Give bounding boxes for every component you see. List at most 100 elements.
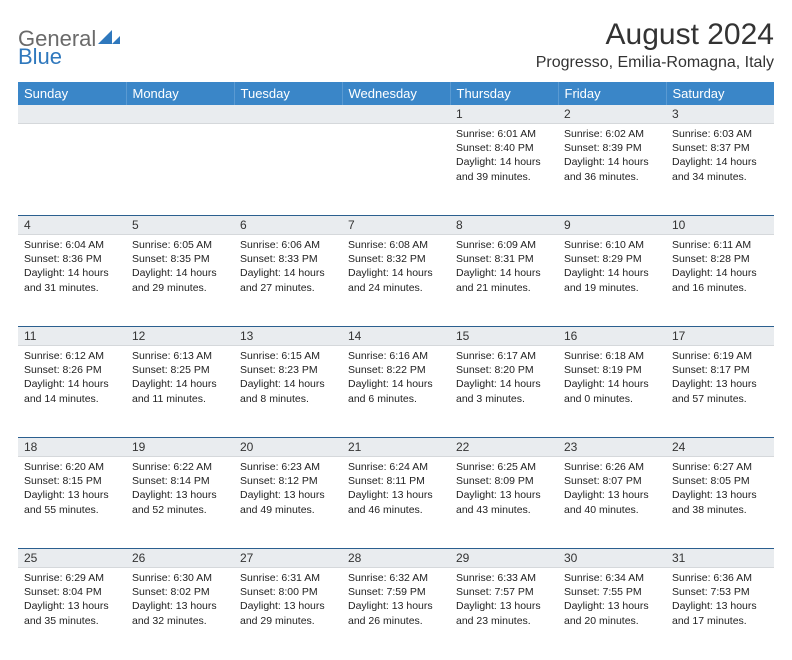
content-row: Sunrise: 6:04 AMSunset: 8:36 PMDaylight:… — [18, 235, 774, 327]
day-number — [234, 105, 342, 124]
day-number: 15 — [450, 327, 558, 346]
day-cell — [126, 124, 234, 216]
day-number: 17 — [666, 327, 774, 346]
sunrise-line: Sunrise: 6:33 AM — [456, 571, 552, 585]
day-number — [126, 105, 234, 124]
sunset-line: Sunset: 8:40 PM — [456, 141, 552, 155]
day-cell: Sunrise: 6:33 AMSunset: 7:57 PMDaylight:… — [450, 568, 558, 660]
sunrise-line: Sunrise: 6:13 AM — [132, 349, 228, 363]
content-row: Sunrise: 6:20 AMSunset: 8:15 PMDaylight:… — [18, 457, 774, 549]
day-number: 29 — [450, 549, 558, 568]
day-number: 30 — [558, 549, 666, 568]
day-number: 1 — [450, 105, 558, 124]
sunrise-line: Sunrise: 6:27 AM — [672, 460, 768, 474]
day-number: 26 — [126, 549, 234, 568]
daylight-line: Daylight: 13 hours and 26 minutes. — [348, 599, 444, 627]
daylight-line: Daylight: 14 hours and 6 minutes. — [348, 377, 444, 405]
daylight-line: Daylight: 13 hours and 38 minutes. — [672, 488, 768, 516]
daynum-row: 45678910 — [18, 216, 774, 235]
day-number: 16 — [558, 327, 666, 346]
day-cell: Sunrise: 6:24 AMSunset: 8:11 PMDaylight:… — [342, 457, 450, 549]
daylight-line: Daylight: 14 hours and 21 minutes. — [456, 266, 552, 294]
content-row: Sunrise: 6:29 AMSunset: 8:04 PMDaylight:… — [18, 568, 774, 660]
day-number: 28 — [342, 549, 450, 568]
day-cell — [18, 124, 126, 216]
daylight-line: Daylight: 14 hours and 31 minutes. — [24, 266, 120, 294]
sunrise-line: Sunrise: 6:04 AM — [24, 238, 120, 252]
calendar-head: SundayMondayTuesdayWednesdayThursdayFrid… — [18, 82, 774, 105]
day-number: 13 — [234, 327, 342, 346]
daylight-line: Daylight: 14 hours and 34 minutes. — [672, 155, 768, 183]
day-header-monday: Monday — [126, 82, 234, 105]
sunset-line: Sunset: 7:59 PM — [348, 585, 444, 599]
day-number: 25 — [18, 549, 126, 568]
day-cell: Sunrise: 6:06 AMSunset: 8:33 PMDaylight:… — [234, 235, 342, 327]
day-header-thursday: Thursday — [450, 82, 558, 105]
daylight-line: Daylight: 14 hours and 14 minutes. — [24, 377, 120, 405]
sunset-line: Sunset: 8:09 PM — [456, 474, 552, 488]
daylight-line: Daylight: 13 hours and 43 minutes. — [456, 488, 552, 516]
calendar-page: General August 2024 Progresso, Emilia-Ro… — [0, 0, 792, 660]
day-cell: Sunrise: 6:34 AMSunset: 7:55 PMDaylight:… — [558, 568, 666, 660]
day-cell: Sunrise: 6:02 AMSunset: 8:39 PMDaylight:… — [558, 124, 666, 216]
daylight-line: Daylight: 13 hours and 35 minutes. — [24, 599, 120, 627]
sunrise-line: Sunrise: 6:32 AM — [348, 571, 444, 585]
sunrise-line: Sunrise: 6:17 AM — [456, 349, 552, 363]
sunrise-line: Sunrise: 6:20 AM — [24, 460, 120, 474]
day-number — [342, 105, 450, 124]
day-number: 24 — [666, 438, 774, 457]
sunset-line: Sunset: 8:29 PM — [564, 252, 660, 266]
daylight-line: Daylight: 13 hours and 46 minutes. — [348, 488, 444, 516]
day-cell: Sunrise: 6:23 AMSunset: 8:12 PMDaylight:… — [234, 457, 342, 549]
sunrise-line: Sunrise: 6:23 AM — [240, 460, 336, 474]
day-cell — [342, 124, 450, 216]
sunrise-line: Sunrise: 6:12 AM — [24, 349, 120, 363]
location-subtitle: Progresso, Emilia-Romagna, Italy — [536, 54, 774, 72]
day-cell: Sunrise: 6:29 AMSunset: 8:04 PMDaylight:… — [18, 568, 126, 660]
daylight-line: Daylight: 13 hours and 17 minutes. — [672, 599, 768, 627]
day-cell: Sunrise: 6:10 AMSunset: 8:29 PMDaylight:… — [558, 235, 666, 327]
daylight-line: Daylight: 13 hours and 55 minutes. — [24, 488, 120, 516]
day-cell: Sunrise: 6:16 AMSunset: 8:22 PMDaylight:… — [342, 346, 450, 438]
day-cell: Sunrise: 6:25 AMSunset: 8:09 PMDaylight:… — [450, 457, 558, 549]
day-cell: Sunrise: 6:15 AMSunset: 8:23 PMDaylight:… — [234, 346, 342, 438]
sunset-line: Sunset: 8:31 PM — [456, 252, 552, 266]
day-number: 11 — [18, 327, 126, 346]
day-cell: Sunrise: 6:05 AMSunset: 8:35 PMDaylight:… — [126, 235, 234, 327]
daylight-line: Daylight: 14 hours and 16 minutes. — [672, 266, 768, 294]
day-header-saturday: Saturday — [666, 82, 774, 105]
day-cell: Sunrise: 6:32 AMSunset: 7:59 PMDaylight:… — [342, 568, 450, 660]
daylight-line: Daylight: 14 hours and 27 minutes. — [240, 266, 336, 294]
sunrise-line: Sunrise: 6:09 AM — [456, 238, 552, 252]
day-number: 21 — [342, 438, 450, 457]
page-header: General August 2024 Progresso, Emilia-Ro… — [18, 18, 774, 72]
day-number: 8 — [450, 216, 558, 235]
day-number: 7 — [342, 216, 450, 235]
sunset-line: Sunset: 8:00 PM — [240, 585, 336, 599]
day-cell: Sunrise: 6:08 AMSunset: 8:32 PMDaylight:… — [342, 235, 450, 327]
title-block: August 2024 Progresso, Emilia-Romagna, I… — [536, 18, 774, 72]
sunrise-line: Sunrise: 6:16 AM — [348, 349, 444, 363]
daylight-line: Daylight: 14 hours and 19 minutes. — [564, 266, 660, 294]
daynum-row: 25262728293031 — [18, 549, 774, 568]
daynum-row: 18192021222324 — [18, 438, 774, 457]
daylight-line: Daylight: 13 hours and 57 minutes. — [672, 377, 768, 405]
day-cell: Sunrise: 6:20 AMSunset: 8:15 PMDaylight:… — [18, 457, 126, 549]
sunrise-line: Sunrise: 6:30 AM — [132, 571, 228, 585]
sunrise-line: Sunrise: 6:10 AM — [564, 238, 660, 252]
day-cell: Sunrise: 6:18 AMSunset: 8:19 PMDaylight:… — [558, 346, 666, 438]
sunrise-line: Sunrise: 6:29 AM — [24, 571, 120, 585]
sunset-line: Sunset: 8:28 PM — [672, 252, 768, 266]
sunset-line: Sunset: 8:11 PM — [348, 474, 444, 488]
sunrise-line: Sunrise: 6:18 AM — [564, 349, 660, 363]
day-cell: Sunrise: 6:26 AMSunset: 8:07 PMDaylight:… — [558, 457, 666, 549]
day-cell: Sunrise: 6:31 AMSunset: 8:00 PMDaylight:… — [234, 568, 342, 660]
daylight-line: Daylight: 13 hours and 20 minutes. — [564, 599, 660, 627]
sunrise-line: Sunrise: 6:08 AM — [348, 238, 444, 252]
day-number: 2 — [558, 105, 666, 124]
daylight-line: Daylight: 14 hours and 3 minutes. — [456, 377, 552, 405]
day-cell: Sunrise: 6:17 AMSunset: 8:20 PMDaylight:… — [450, 346, 558, 438]
day-number: 27 — [234, 549, 342, 568]
sunset-line: Sunset: 8:26 PM — [24, 363, 120, 377]
day-cell: Sunrise: 6:04 AMSunset: 8:36 PMDaylight:… — [18, 235, 126, 327]
